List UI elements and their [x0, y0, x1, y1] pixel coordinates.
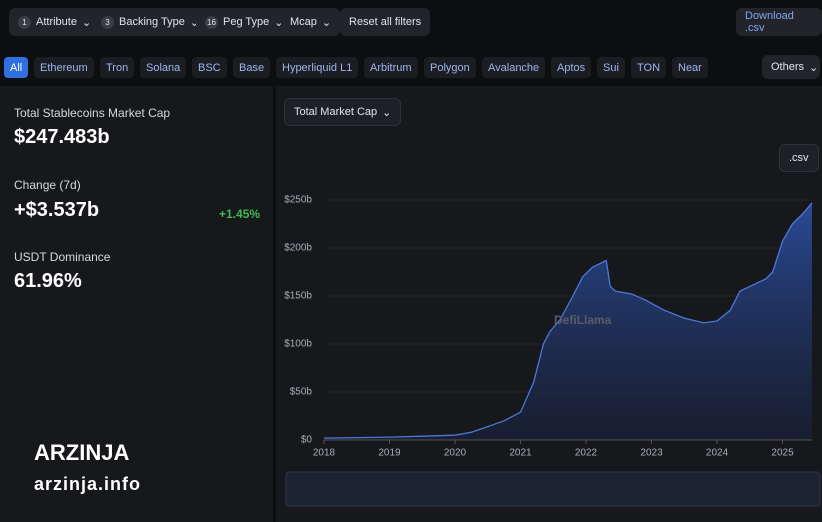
stat-label: Total Stablecoins Market Cap — [14, 106, 171, 120]
selector-label: Total Market Cap — [294, 106, 378, 118]
chevron: ⌄ — [321, 16, 332, 29]
watermark: DefiLlama — [554, 313, 612, 327]
chain-tab[interactable]: All — [4, 57, 29, 78]
x-tick-label: 2023 — [640, 448, 663, 459]
chart-panel: Total Market Cap ⌄ .csv $0 $50b $100b $150b $… — [276, 86, 822, 522]
filter-label: Backing Type — [119, 16, 185, 28]
chain-tab[interactable]: TON — [631, 57, 667, 78]
chart-selector[interactable]: Total Market Cap ⌄ — [284, 98, 402, 126]
x-tick-label: 2019 — [378, 448, 401, 459]
stat-value: +$3.537b — [14, 199, 100, 221]
x-tick-label: 2024 — [706, 448, 729, 459]
x-tick-label: 2025 — [771, 448, 794, 459]
brand-url: arzinja.info — [34, 474, 142, 494]
area — [324, 202, 812, 440]
download-button[interactable]: Download .csv — [736, 8, 822, 36]
brand-name: ARZINJA — [34, 440, 130, 465]
chain-tab[interactable]: Avalanche — [482, 57, 546, 78]
y-tick-label: $0 — [301, 435, 313, 446]
chevron: ⌄ — [382, 106, 392, 119]
chevron: ⌄ — [274, 16, 284, 29]
filter-button[interactable]: Mcap ⌄ — [281, 8, 341, 36]
navigator — [285, 471, 821, 507]
filter-label: Peg Type — [223, 16, 270, 28]
filter-button[interactable]: 1 Attribute ⌄ — [9, 8, 101, 36]
filter-label: Mcap — [290, 16, 317, 28]
stat-value: $247.483b — [14, 126, 110, 148]
stats-panel: Total Stablecoins Market Cap $247.483b C… — [0, 86, 273, 522]
filter-label: Attribute — [36, 16, 77, 28]
chain-tab[interactable]: Sui — [597, 57, 625, 78]
filter-badge: 1 — [18, 15, 31, 29]
download-label: Download .csv — [745, 10, 794, 34]
chain-tab[interactable]: Near — [672, 57, 708, 78]
y-tick-label: $100b — [284, 339, 312, 350]
chain-tab[interactable]: Arbitrum — [364, 57, 418, 78]
stat-value: 61.96% — [14, 270, 82, 292]
chevron: ⌄ — [81, 16, 92, 29]
chain-tab[interactable]: Aptos — [551, 57, 592, 78]
y-tick-label: $250b — [284, 195, 312, 206]
filter-button[interactable]: 3 Backing Type ⌄ — [92, 8, 209, 36]
y-tick-label: $150b — [284, 291, 312, 302]
chain-tab[interactable]: Base — [233, 57, 271, 78]
y-tick-label: $50b — [290, 387, 313, 398]
x-tick-label: 2020 — [444, 448, 467, 459]
others-dropdown[interactable]: Others ⌄ — [762, 55, 820, 79]
csv-label: .csv — [789, 152, 809, 164]
y-tick-label: $200b — [284, 243, 312, 254]
chain-tab[interactable]: Hyperliquid L1 — [276, 57, 359, 78]
line — [323, 202, 813, 439]
filter-badge: 3 — [101, 15, 114, 29]
x-tick-label: 2018 — [313, 448, 336, 459]
x-tick-label: 2021 — [509, 448, 532, 459]
chevron: ⌄ — [809, 61, 819, 74]
chevron: ⌄ — [189, 16, 200, 29]
others-label: Others — [771, 61, 805, 73]
filter-badge: 16 — [205, 15, 218, 29]
x-tick-label: 2022 — [575, 448, 598, 459]
filter-button[interactable]: 16 Peg Type ⌄ — [196, 8, 293, 36]
chain-tab[interactable]: Tron — [100, 57, 135, 78]
chain-tab[interactable]: Solana — [140, 57, 187, 78]
change-percent: +1.45% — [219, 207, 261, 221]
chain-tab[interactable]: BSC — [192, 57, 227, 78]
csv-button[interactable]: .csv — [779, 144, 819, 172]
reset-button[interactable]: Reset all filters — [340, 8, 431, 36]
chain-tab[interactable]: Ethereum — [34, 57, 94, 78]
chart: $0 $50b $100b $150b $200b $250b 2018 2019 2020 20… — [284, 195, 821, 507]
stat-label: Change (7d) — [14, 178, 81, 192]
chain-tab[interactable]: Polygon — [424, 57, 476, 78]
stat-label: USDT Dominance — [14, 250, 111, 264]
